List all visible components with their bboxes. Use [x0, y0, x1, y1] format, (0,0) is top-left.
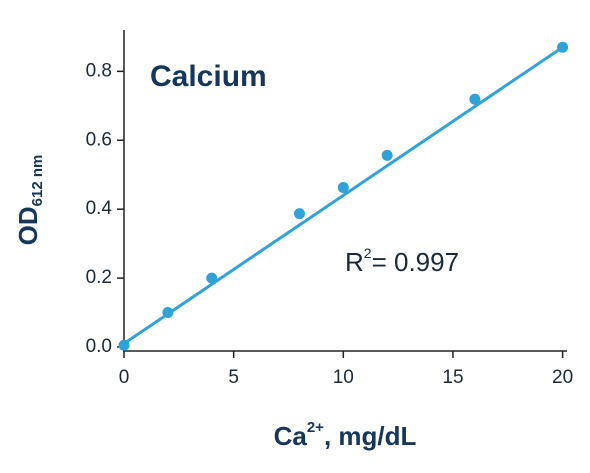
- data-point: [118, 339, 130, 351]
- data-point: [162, 307, 174, 319]
- y-axis-label: OD612 nm: [13, 155, 46, 246]
- y-tick-label: 0.6: [86, 129, 112, 150]
- y-tick-label: 0.0: [86, 336, 112, 357]
- annotation-main: R: [345, 247, 364, 277]
- x-label-main: Ca: [274, 421, 308, 451]
- x-tick-label: 0: [119, 367, 130, 388]
- x-axis-label: Ca2+, mg/dL: [274, 419, 417, 451]
- chart-title: Calcium: [150, 60, 267, 93]
- data-point: [337, 181, 349, 193]
- x-tick-label: 10: [333, 367, 354, 388]
- annotation: R2= 0.997: [345, 245, 459, 277]
- x-label-sup: 2+: [307, 419, 324, 436]
- x-tick-label: 5: [228, 367, 239, 388]
- annotation-sup: 2: [364, 245, 372, 261]
- x-tick-label: 15: [442, 367, 463, 388]
- annotation-rest: = 0.997: [372, 247, 459, 277]
- x-tick-label: 20: [552, 367, 573, 388]
- y-tick-label: 0.4: [86, 198, 113, 219]
- y-label-main: OD: [13, 206, 43, 245]
- fit-line: [123, 45, 564, 345]
- data-point: [557, 41, 569, 53]
- data-point: [206, 272, 218, 284]
- y-label-sub: 612 nm: [29, 155, 46, 207]
- data-point: [293, 208, 305, 220]
- data-point: [381, 149, 393, 161]
- data-point: [469, 93, 481, 105]
- x-label-rest: , mg/dL: [324, 421, 417, 451]
- y-tick-label: 0.2: [86, 267, 112, 288]
- y-tick-label: 0.8: [86, 60, 112, 81]
